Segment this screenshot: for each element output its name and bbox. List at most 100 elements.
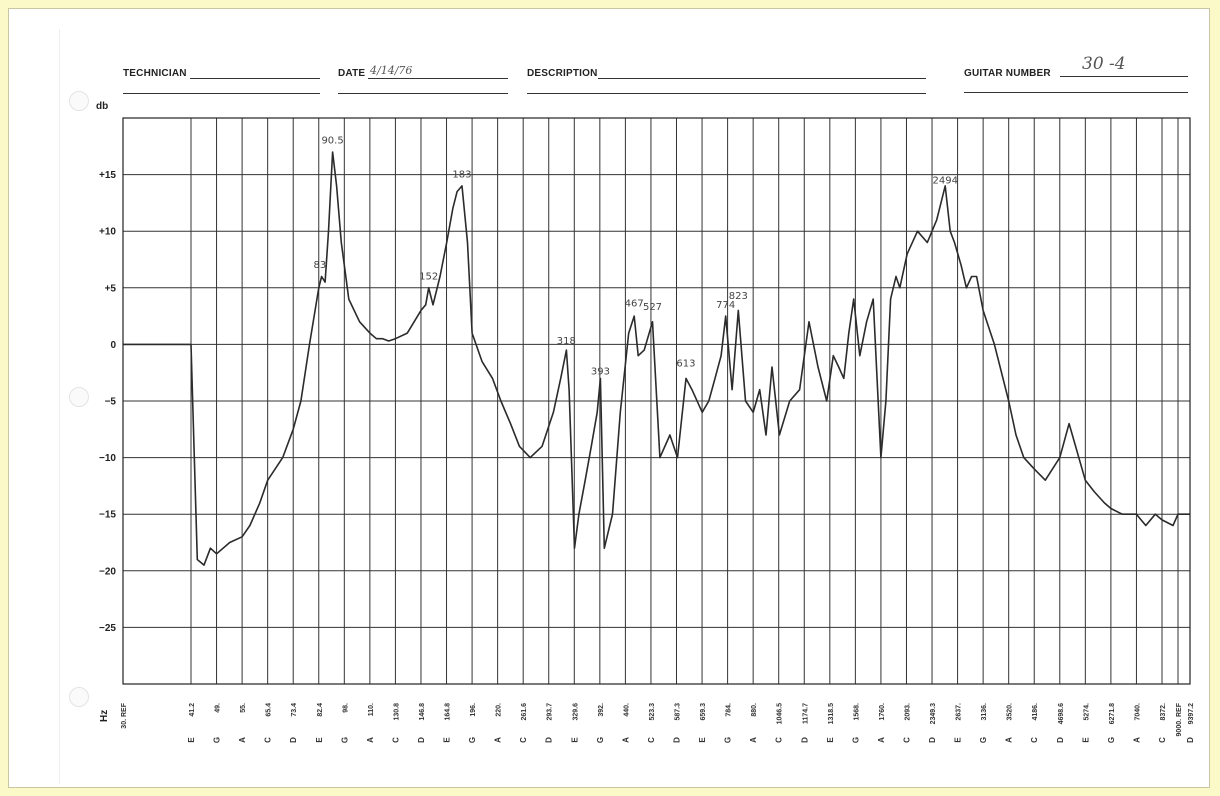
peak-annotation: 467 bbox=[625, 299, 644, 310]
x-tick-label: 1174.7 bbox=[802, 703, 809, 724]
peak-annotation: 318 bbox=[557, 336, 576, 347]
x-tick-label: 523.3 bbox=[649, 703, 656, 721]
x-note-label: G bbox=[724, 737, 733, 743]
binding-line bbox=[59, 29, 60, 784]
date-underline bbox=[368, 78, 508, 79]
x-note-label: A bbox=[238, 737, 247, 743]
x-note-label: C bbox=[1030, 737, 1039, 743]
y-axis-ticks: +15 +10 +5 0 −5 −10 −15 −20 −25 bbox=[99, 170, 116, 634]
x-tick-label: 329.6 bbox=[572, 703, 579, 721]
x-tick-label: 6271.8 bbox=[1109, 703, 1116, 725]
x-note-label: A bbox=[366, 737, 375, 743]
y-tick-label: −5 bbox=[105, 397, 117, 408]
x-tick-label: 73.4 bbox=[291, 703, 298, 717]
x-tick-label: 440. bbox=[623, 703, 630, 717]
description-label: DESCRIPTION bbox=[527, 68, 598, 79]
x-note-label: D bbox=[928, 737, 937, 743]
guitar-number-label: GUITAR NUMBER bbox=[964, 68, 1051, 79]
x-tick-label: 784. bbox=[726, 703, 733, 717]
x-note-label: E bbox=[954, 737, 963, 743]
peak-annotation: 527 bbox=[643, 302, 662, 313]
response-line bbox=[123, 151, 1190, 566]
technician-underline bbox=[190, 78, 320, 79]
y-axis-label: db bbox=[96, 101, 108, 112]
x-note-label: E bbox=[443, 737, 452, 743]
response-curve bbox=[123, 151, 1190, 566]
y-tick-label: +15 bbox=[99, 170, 116, 181]
peak-annotation: 2494 bbox=[933, 175, 958, 186]
x-tick-label: 659.3 bbox=[700, 703, 707, 721]
x-tick-label: 98. bbox=[342, 703, 349, 713]
x-tick-label: 3136. bbox=[981, 703, 988, 721]
peak-annotation: 152 bbox=[419, 272, 438, 283]
x-tick-label: 1318.5 bbox=[828, 703, 835, 725]
x-tick-label: 49. bbox=[215, 703, 222, 713]
punch-hole bbox=[69, 687, 89, 707]
punch-hole bbox=[69, 91, 89, 111]
x-note-label: G bbox=[596, 737, 605, 743]
punch-hole bbox=[69, 387, 89, 407]
peak-annotation: 83 bbox=[313, 260, 326, 271]
x-tick-label: 164.8 bbox=[445, 703, 452, 721]
x-note-label: G bbox=[213, 737, 222, 743]
x-tick-label: 293.7 bbox=[547, 703, 554, 721]
x-tick-label: 1046.5 bbox=[777, 703, 784, 725]
x-note-label: C bbox=[775, 737, 784, 743]
x-note-label: G bbox=[979, 737, 988, 743]
x-tick-label: 2349.3 bbox=[930, 703, 937, 725]
x-tick-label: 3520. bbox=[1007, 703, 1014, 721]
x-note-label: D bbox=[673, 737, 682, 743]
x-tick-label: 9397.2 bbox=[1188, 703, 1195, 725]
x-note-label: E bbox=[698, 737, 707, 743]
x-tick-label: 1760. bbox=[879, 703, 886, 721]
x-note-label: G bbox=[340, 737, 349, 743]
x-tick-label: 2093. bbox=[904, 703, 911, 721]
y-tick-label: −15 bbox=[99, 510, 116, 521]
x-note-label: E bbox=[826, 737, 835, 743]
peak-annotation: 613 bbox=[676, 359, 695, 370]
x-note-label: D bbox=[800, 737, 809, 743]
x-tick-label: 55. bbox=[240, 703, 247, 713]
technician-label: TECHNICIAN bbox=[123, 68, 187, 79]
x-tick-label: 587.3 bbox=[675, 703, 682, 721]
x-tick-label: 9000. REF bbox=[1176, 702, 1183, 736]
x-tick-label: 392. bbox=[598, 703, 605, 717]
x-tick-label: 8372. bbox=[1160, 703, 1167, 721]
description-rule-2 bbox=[527, 93, 926, 94]
y-tick-label: −10 bbox=[99, 453, 116, 464]
date-rule-2 bbox=[338, 93, 508, 94]
description-underline bbox=[598, 78, 926, 79]
x-tick-label: 5274. bbox=[1083, 703, 1090, 721]
x-tick-label: 196. bbox=[470, 703, 477, 717]
x-note-label: C bbox=[1158, 737, 1167, 743]
x-tick-label: 110. bbox=[368, 703, 375, 716]
guitar-number-value: 30 -4 bbox=[1082, 54, 1126, 74]
x-note-label: D bbox=[545, 737, 554, 743]
date-value: 4/14/76 bbox=[370, 64, 413, 77]
technician-rule-2 bbox=[123, 93, 320, 94]
x-note-label: G bbox=[1107, 737, 1116, 743]
peak-annotation: 774 bbox=[716, 300, 735, 311]
x-tick-label: 4698.6 bbox=[1058, 703, 1065, 725]
guitar-number-underline bbox=[1060, 76, 1188, 77]
x-tick-label: 146.8 bbox=[419, 703, 426, 721]
x-tick-label: 130.8 bbox=[393, 703, 400, 721]
guitar-number-rule-2 bbox=[964, 92, 1188, 93]
x-note-label: C bbox=[902, 737, 911, 743]
x-tick-label: 7040. bbox=[1134, 703, 1141, 721]
x-tick-label: 2637. bbox=[956, 703, 963, 721]
y-tick-label: −25 bbox=[99, 623, 116, 634]
x-note-label: A bbox=[494, 737, 503, 743]
x-note-label: E bbox=[315, 737, 324, 743]
y-tick-label: +10 bbox=[99, 227, 116, 238]
x-axis-label: Hz bbox=[99, 710, 110, 722]
x-tick-label: 82.4 bbox=[317, 703, 324, 717]
x-note-label: G bbox=[851, 737, 860, 743]
x-note-label: A bbox=[749, 737, 758, 743]
x-note-label: E bbox=[570, 737, 579, 743]
chart-grid bbox=[123, 118, 1190, 684]
x-tick-label: 4186. bbox=[1032, 703, 1039, 721]
y-tick-label: 0 bbox=[110, 340, 116, 351]
x-tick-label: 1568. bbox=[853, 703, 860, 721]
